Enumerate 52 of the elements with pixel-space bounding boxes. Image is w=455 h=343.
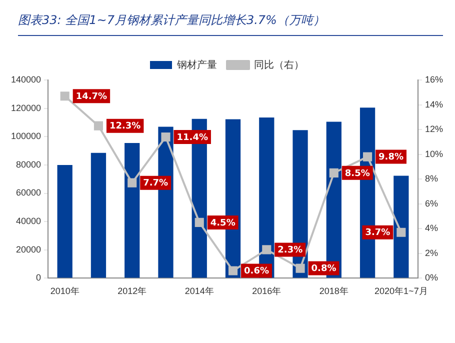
point — [363, 152, 372, 162]
y-tick-label: 120000 — [10, 102, 42, 113]
data-label: 2.3% — [278, 246, 303, 256]
x-tick-label: 2010年 — [50, 286, 80, 296]
point — [161, 132, 170, 142]
chart-title: 图表33: 全国1~7月钢材累计产量同比增长3.7%（万吨） — [18, 12, 443, 36]
point — [396, 228, 406, 237]
data-label: 9.8% — [378, 152, 404, 163]
data-label: 0.6% — [244, 266, 269, 277]
point — [94, 121, 104, 130]
point — [296, 264, 305, 273]
point — [194, 218, 204, 227]
legend-label: 同比（右） — [254, 58, 304, 71]
y-tick-label: 60000 — [16, 188, 42, 198]
point — [228, 266, 238, 276]
y-tick-label: 80000 — [16, 159, 42, 170]
data-label: 14.7% — [76, 92, 108, 102]
x-tick-label: 2018年 — [319, 286, 348, 296]
bar — [394, 176, 409, 278]
y-tick-label: 20000 — [16, 244, 42, 254]
bar — [57, 164, 72, 278]
y2-tick-label: 10% — [424, 148, 443, 159]
x-tick-label: 2016年 — [252, 286, 282, 296]
point — [329, 168, 338, 178]
bar — [90, 152, 106, 278]
y2-tick-label: 4% — [424, 223, 438, 234]
point — [262, 245, 272, 254]
x-tick-label: 2014年 — [184, 286, 214, 296]
y2-tick-label: 14% — [424, 99, 443, 110]
x-tick-label: 2020年1~7月 — [374, 286, 428, 296]
y-tick-label: 100000 — [10, 131, 42, 142]
point — [128, 178, 137, 188]
bar — [124, 143, 140, 278]
data-label: 3.7% — [365, 228, 390, 238]
y2-tick-label: 0% — [424, 272, 438, 283]
legend-label: 钢材产量 — [176, 58, 217, 71]
y2-tick-label: 8% — [424, 174, 438, 184]
y2-tick-label: 2% — [424, 248, 438, 258]
data-label: 8.5% — [344, 168, 370, 179]
y-tick-label: 0 — [36, 272, 42, 283]
y2-tick-label: 12% — [424, 124, 443, 134]
y2-tick-label: 16% — [424, 74, 443, 84]
y-tick-label: 40000 — [16, 216, 42, 226]
data-label: 11.4% — [176, 132, 208, 143]
y-tick-label: 140000 — [10, 74, 42, 84]
data-label: 7.7% — [143, 178, 168, 189]
point — [60, 92, 70, 101]
y2-tick-label: 6% — [424, 198, 438, 208]
data-label: 0.8% — [311, 264, 336, 274]
x-tick-label: 2012年 — [118, 286, 147, 296]
data-label: 12.3% — [109, 122, 141, 132]
data-label: 4.5% — [210, 218, 236, 228]
